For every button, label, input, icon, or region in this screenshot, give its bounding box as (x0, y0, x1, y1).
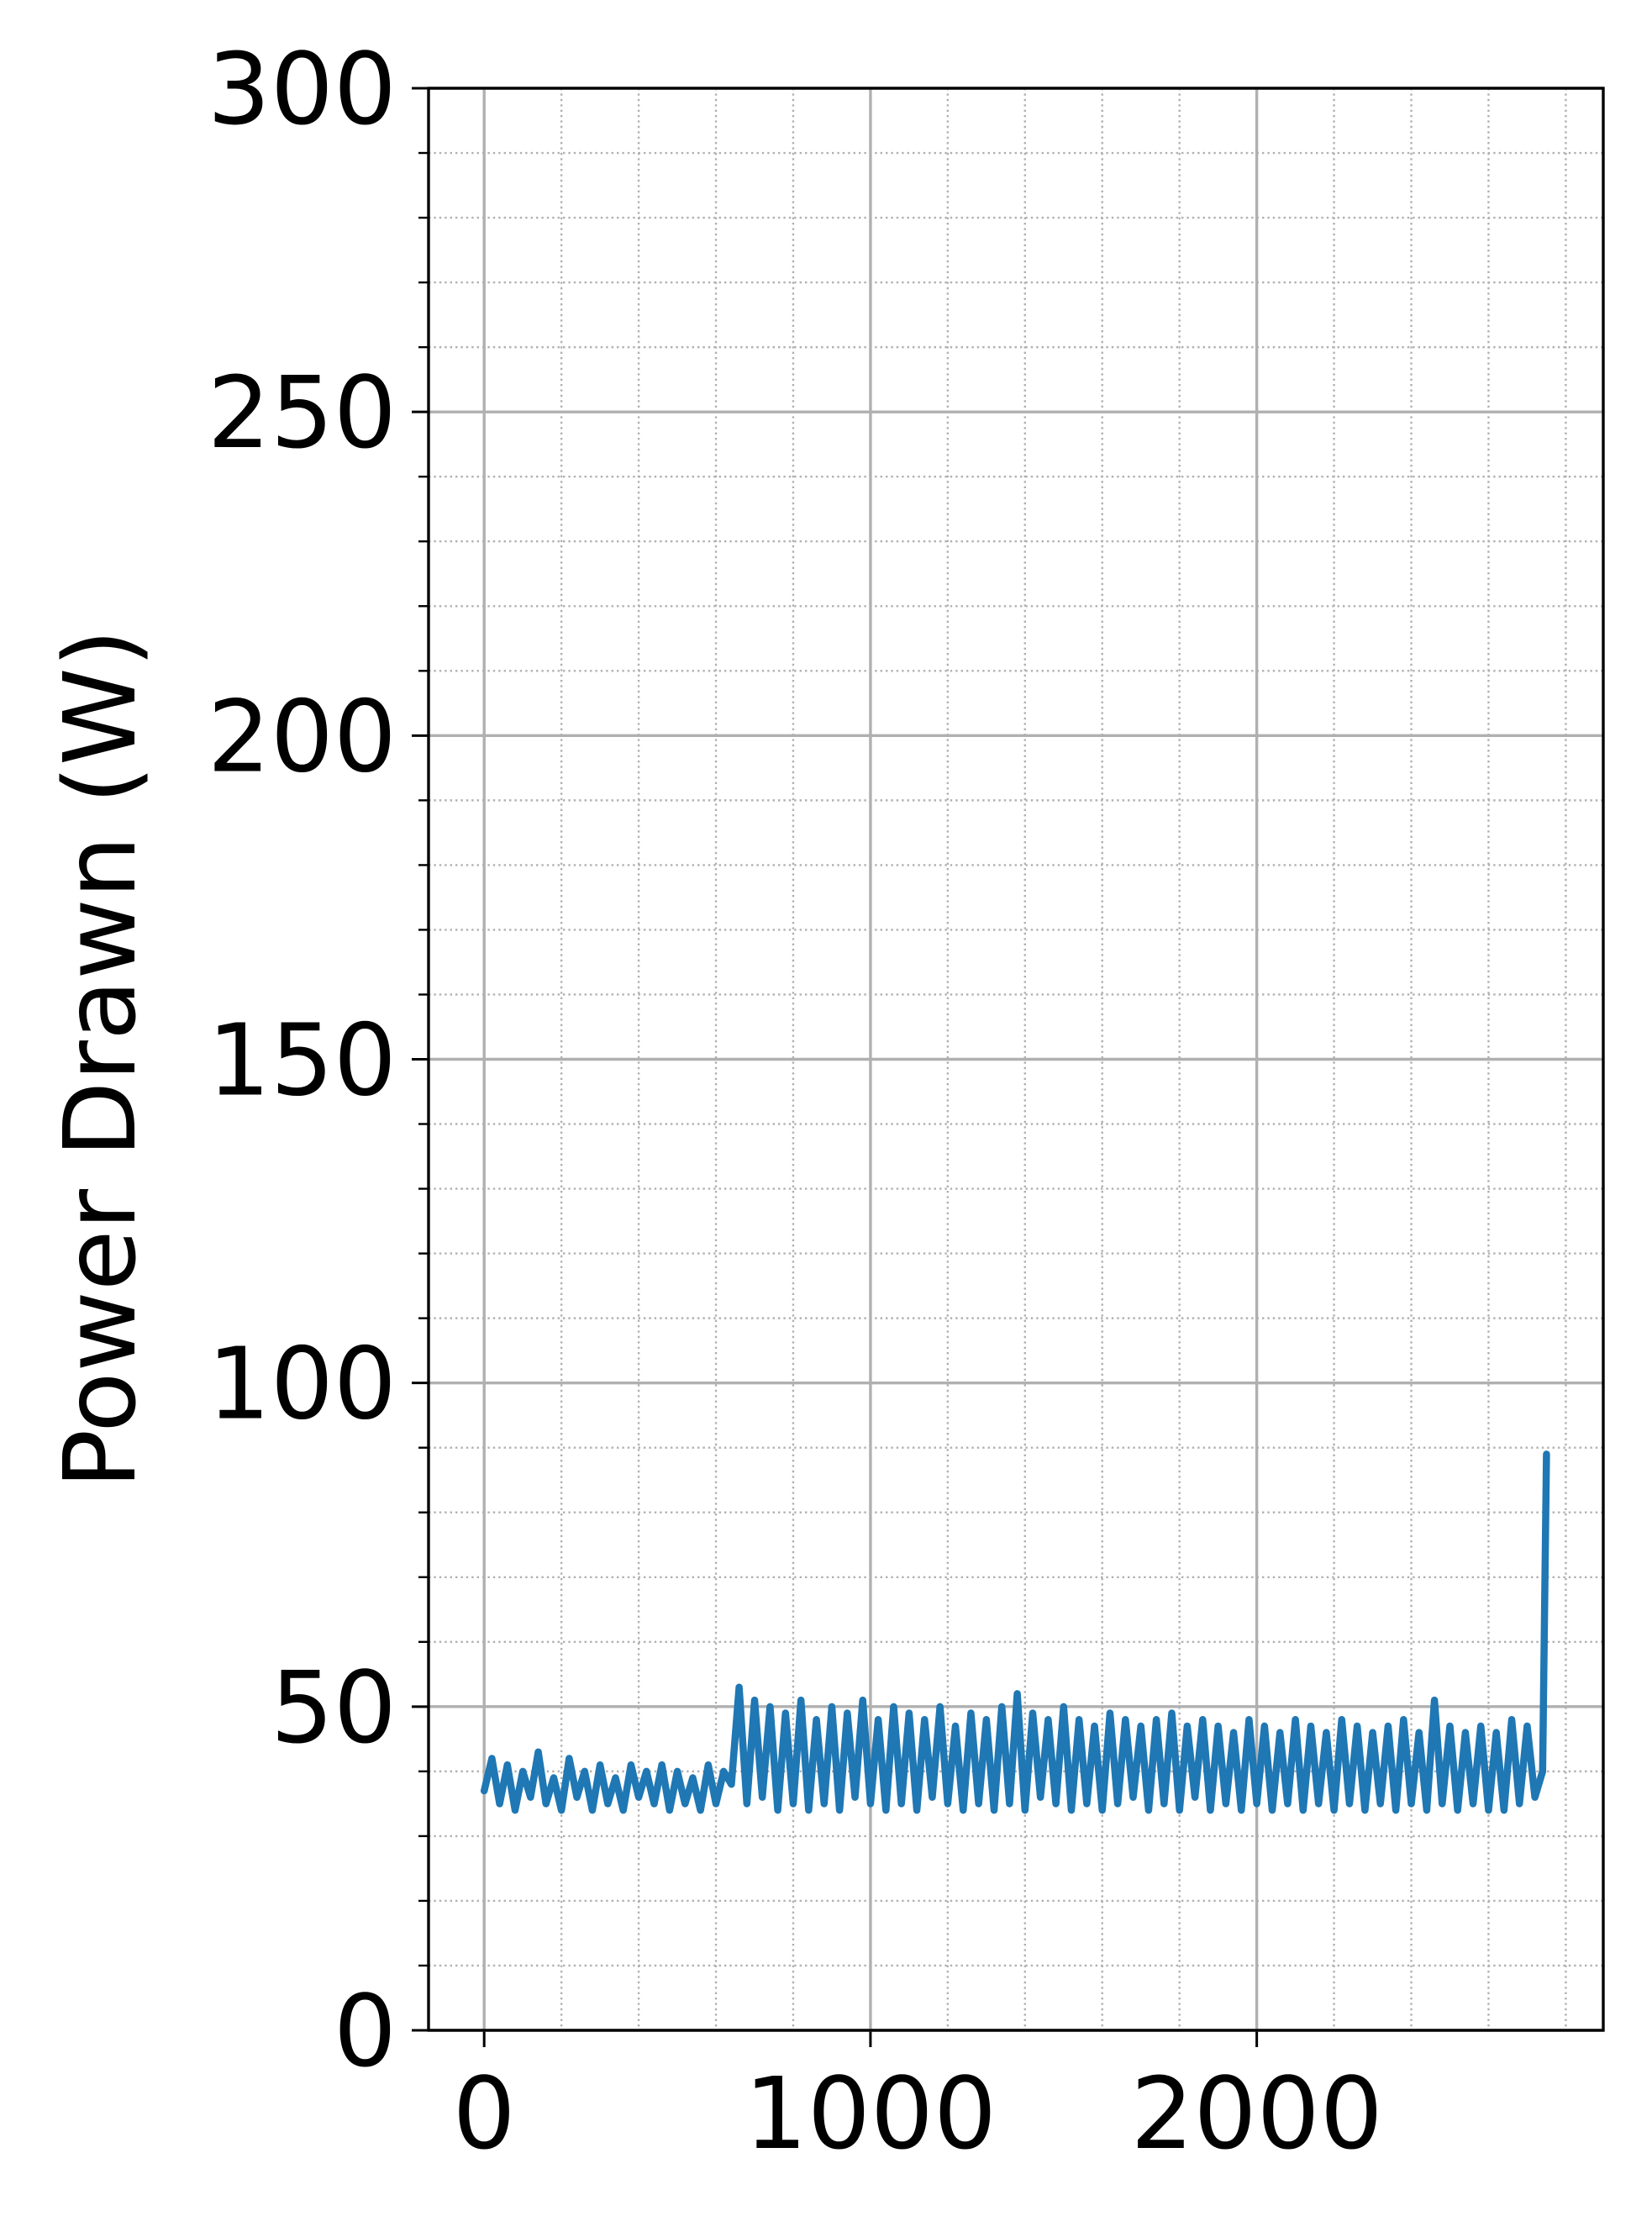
y-axis-label: Power Drawn (W) (42, 629, 158, 1489)
y-tick-label: 250 (208, 355, 397, 471)
x-tick-label: 2000 (1130, 2056, 1382, 2171)
y-tick-label: 0 (334, 1973, 397, 2089)
y-tick-label: 300 (208, 31, 397, 147)
y-tick-label: 150 (208, 1003, 397, 1119)
x-tick-label: 1000 (744, 2056, 997, 2171)
x-tick-label: 0 (453, 2056, 516, 2171)
y-tick-label: 50 (271, 1650, 397, 1766)
plot-frame (427, 87, 1605, 2032)
y-tick-label: 100 (208, 1326, 397, 1442)
data-line (480, 1450, 1550, 1814)
y-tick-label: 200 (208, 678, 397, 794)
